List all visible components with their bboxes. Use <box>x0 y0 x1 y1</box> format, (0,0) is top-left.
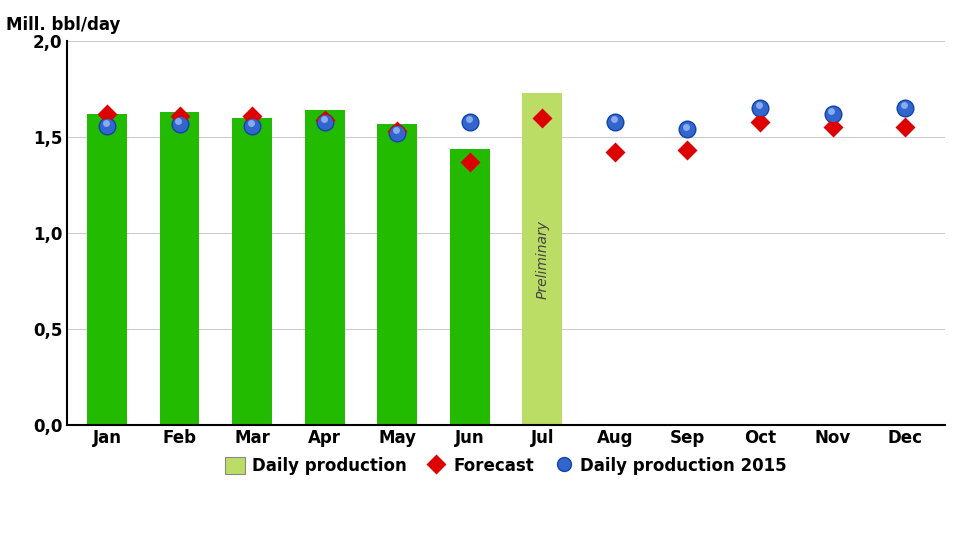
Bar <box>522 93 563 425</box>
Bar <box>87 114 127 425</box>
Bar <box>304 110 345 425</box>
Text: Mill. bbl/day: Mill. bbl/day <box>6 15 120 34</box>
Legend: Daily production, Forecast, Daily production 2015: Daily production, Forecast, Daily produc… <box>218 450 794 481</box>
Text: Preliminary: Preliminary <box>536 220 549 299</box>
Bar <box>232 118 272 425</box>
Bar <box>377 124 418 425</box>
Bar <box>159 112 200 425</box>
Bar <box>450 149 490 425</box>
